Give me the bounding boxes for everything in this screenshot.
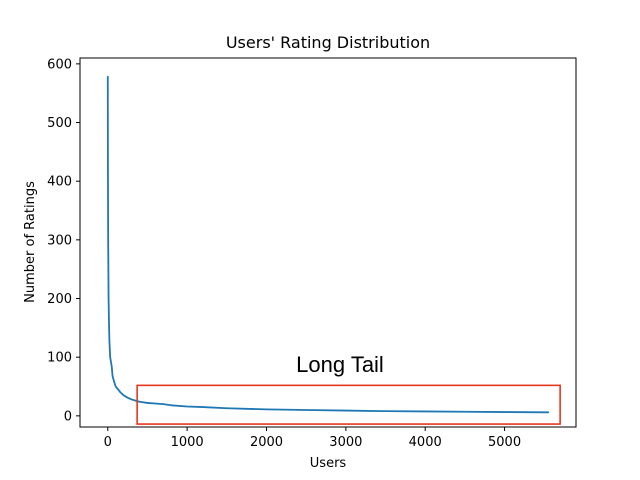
x-tick-label: 3000 bbox=[329, 435, 362, 450]
x-tick-label: 4000 bbox=[409, 435, 442, 450]
plot-layer bbox=[106, 75, 550, 414]
y-tick-label: 100 bbox=[47, 351, 72, 366]
y-tick-label: 200 bbox=[47, 292, 72, 307]
x-tick-label: 1000 bbox=[171, 435, 204, 450]
y-axis-ticks: 0 100 200 300 400 500 600 bbox=[47, 57, 80, 424]
plot-frame bbox=[79, 57, 577, 428]
y-tick-label: 600 bbox=[47, 57, 72, 72]
y-tick-label: 300 bbox=[47, 233, 72, 248]
y-tick-label: 500 bbox=[47, 116, 72, 131]
annotation-layer: Long Tail bbox=[136, 352, 561, 425]
x-axis-ticks: 0 1000 2000 3000 4000 5000 bbox=[104, 427, 521, 450]
x-axis-label: Users bbox=[310, 456, 347, 471]
long-tail-box bbox=[136, 384, 561, 425]
chart-title: Users' Rating Distribution bbox=[226, 33, 430, 52]
x-tick-label: 0 bbox=[104, 435, 112, 450]
x-tick-label: 2000 bbox=[250, 435, 283, 450]
long-tail-label: Long Tail bbox=[296, 352, 384, 377]
y-tick-label: 400 bbox=[47, 175, 72, 190]
rating-series-line bbox=[106, 75, 550, 414]
x-tick-label: 5000 bbox=[488, 435, 521, 450]
y-tick-label: 0 bbox=[64, 409, 72, 424]
y-axis-label: Number of Ratings bbox=[23, 181, 38, 303]
